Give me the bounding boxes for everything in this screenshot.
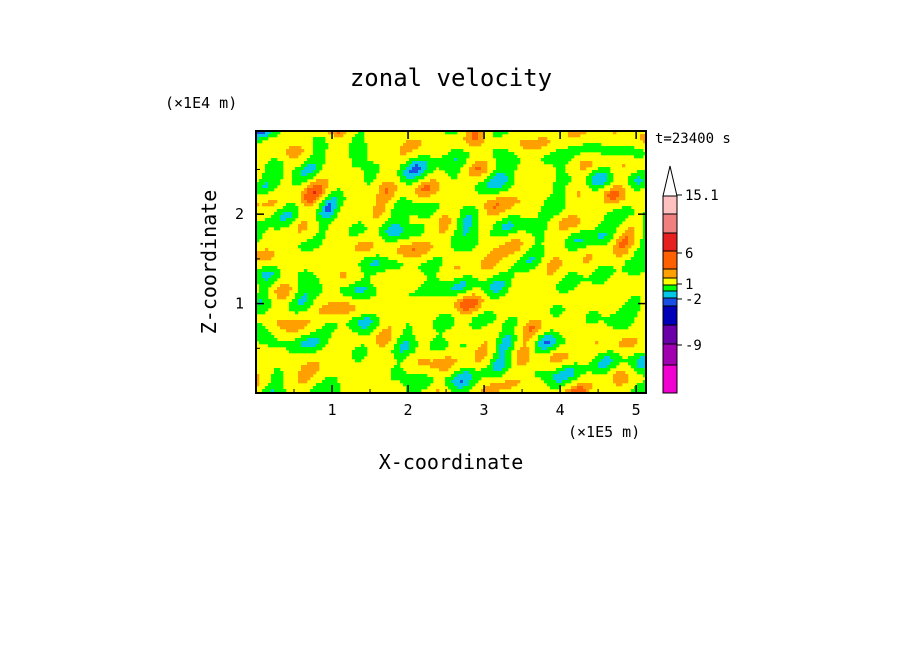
x-axis-unit: (×1E5 m) <box>568 423 640 441</box>
colorbar-level <box>662 305 678 326</box>
colorbar-level <box>662 364 678 394</box>
velocity-field <box>256 131 646 393</box>
colorbar-level <box>662 284 678 292</box>
colorbar-label: 1 <box>685 277 693 293</box>
x-tick-label: 2 <box>404 401 413 419</box>
colorbar-level <box>662 324 678 345</box>
chart-title: zonal velocity <box>350 64 552 92</box>
colorbar-level <box>662 250 678 270</box>
colorbar-label: 6 <box>685 246 693 262</box>
x-tick-label: 4 <box>556 401 565 419</box>
colorbar-label: -9 <box>685 338 702 354</box>
colorbar-level <box>662 343 678 366</box>
y-axis-label: Z-coordinate <box>197 190 221 335</box>
colorbar-level <box>662 213 678 234</box>
colorbar-level <box>662 277 678 286</box>
x-axis-ticks: 1 2 3 4 5 <box>293 131 641 419</box>
colorbar-level <box>662 195 678 215</box>
y-axis-unit: (×1E4 m) <box>165 94 237 112</box>
x-tick-label: 3 <box>480 401 489 419</box>
x-tick-label: 1 <box>328 401 337 419</box>
colorbar: 15.1 6 1-2 -9 <box>662 165 719 394</box>
y-tick-label: 2 <box>235 205 244 223</box>
colorbar-level <box>662 297 678 307</box>
colorbar-extend-arrow <box>662 165 678 197</box>
x-tick-label: 5 <box>632 401 641 419</box>
colorbar-level <box>662 232 678 252</box>
y-axis-ticks: 12 <box>235 168 646 349</box>
colorbar-level <box>662 290 678 299</box>
colorbar-level <box>662 268 678 279</box>
plot-frame <box>255 130 647 394</box>
colorbar-label: 15.1 <box>685 188 719 204</box>
y-tick-label: 1 <box>235 295 244 313</box>
x-axis-label: X-coordinate <box>379 450 524 474</box>
colorbar-label: -2 <box>685 292 702 308</box>
time-label: t=23400 s <box>655 131 731 147</box>
